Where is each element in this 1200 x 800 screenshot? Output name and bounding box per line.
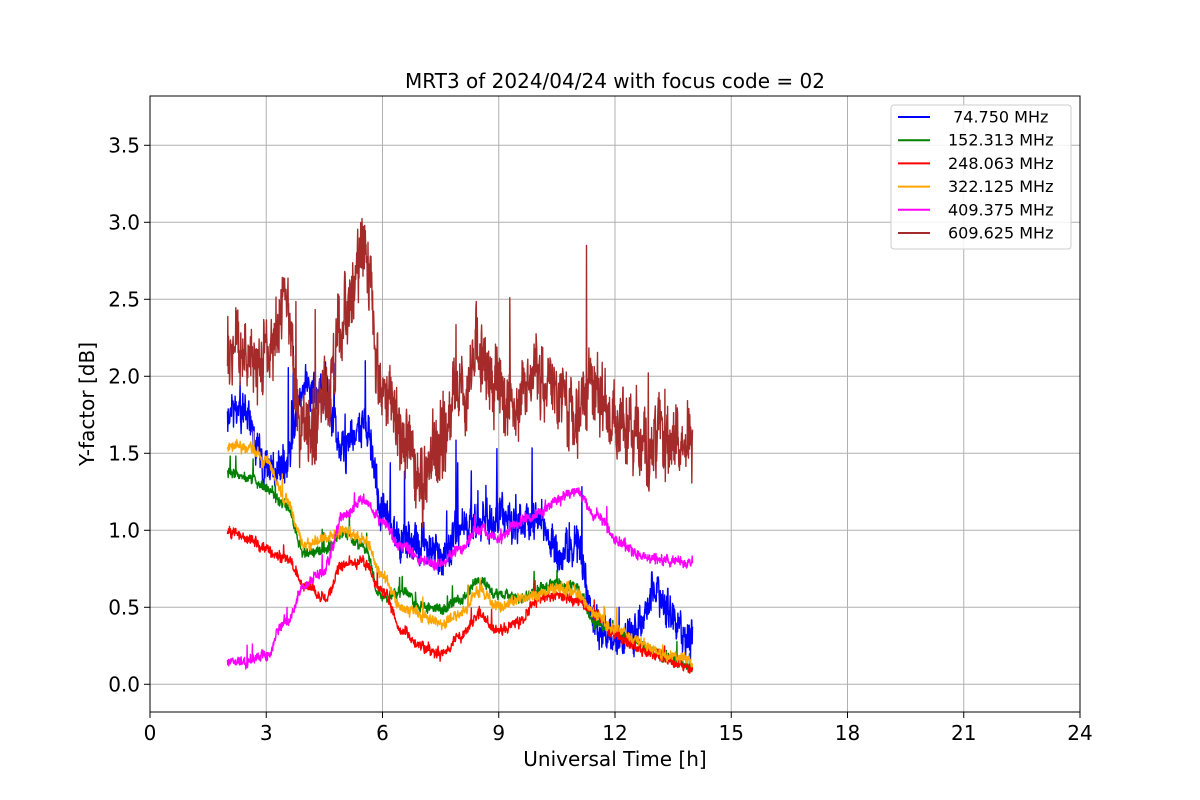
x-tick-label: 15 <box>719 721 744 745</box>
legend-entry: 609.625 MHz <box>948 224 1053 243</box>
legend: 74.750 MHz 152.313 MHz 248.063 MHz 322.125 … <box>890 104 1072 250</box>
y-tick-label: 3.0 <box>108 210 140 234</box>
x-tick-label: 9 <box>492 721 505 745</box>
x-tick-label: 12 <box>602 721 627 745</box>
y-tick-label: 2.0 <box>108 364 140 388</box>
x-tick-label: 18 <box>835 721 860 745</box>
y-axis-label: Y-factor [dB] <box>75 342 99 467</box>
plot-lines <box>226 217 694 674</box>
x-tick-label: 3 <box>260 721 273 745</box>
x-tick-label: 21 <box>951 721 976 745</box>
y-tick-label: 2.5 <box>108 287 140 311</box>
legend-entry: 152.313 MHz <box>948 131 1053 150</box>
series-line <box>226 217 694 528</box>
legend-entry: 248.063 MHz <box>948 154 1053 173</box>
legend-entry: 74.750 MHz <box>948 108 1048 127</box>
legend-entry: 409.375 MHz <box>948 200 1053 219</box>
y-axis: 0.0 0.5 1.0 1.5 2.0 2.5 3.0 3.5 <box>108 133 150 696</box>
series-line <box>226 525 694 674</box>
series-line <box>226 431 694 668</box>
x-axis-label: Universal Time [h] <box>523 747 706 771</box>
y-tick-label: 1.0 <box>108 518 140 542</box>
x-tick-label: 0 <box>144 721 157 745</box>
legend-box <box>890 104 1072 250</box>
legend-entry: 322.125 MHz <box>948 177 1053 196</box>
x-axis: 0 3 6 9 12 15 18 21 24 <box>144 712 1093 745</box>
x-tick-label: 6 <box>376 721 389 745</box>
y-tick-label: 0.5 <box>108 595 140 619</box>
y-tick-label: 3.5 <box>108 133 140 157</box>
y-tick-label: 0.0 <box>108 672 140 696</box>
chart-title: MRT3 of 2024/04/24 with focus code = 02 <box>405 69 825 93</box>
series-line <box>226 487 694 670</box>
y-tick-label: 1.5 <box>108 441 140 465</box>
x-tick-label: 24 <box>1067 721 1092 745</box>
